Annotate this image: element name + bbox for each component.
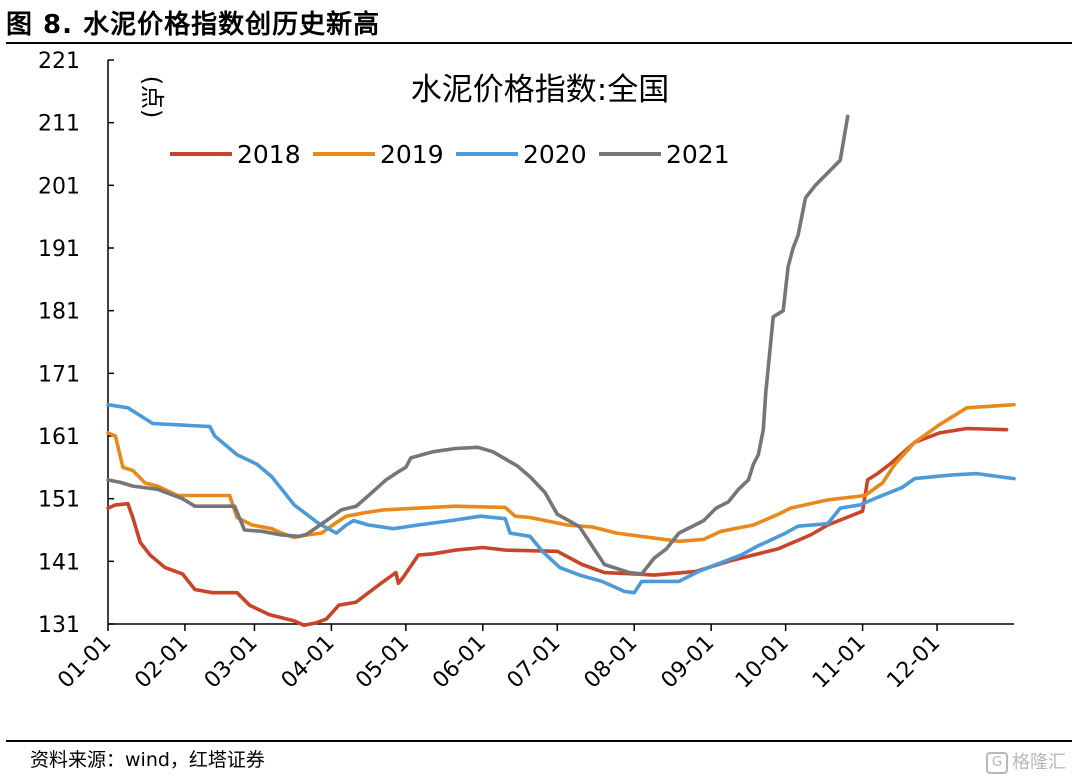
x-tick-label: 11-01 [808, 631, 871, 694]
x-tick-label: 09-01 [657, 631, 720, 694]
bottom-divider [6, 740, 1072, 742]
y-tick-label: 191 [38, 237, 80, 262]
x-tick-label: 12-01 [882, 631, 945, 694]
legend-label-2018: 2018 [237, 140, 301, 169]
x-tick-label: 01-01 [53, 631, 116, 694]
series-line-2020 [106, 402, 1016, 595]
series-line-2021 [106, 114, 850, 576]
x-tick-label: 02-01 [130, 631, 193, 694]
x-tick-label: 07-01 [503, 631, 566, 694]
watermark: G 格隆汇 [986, 748, 1066, 774]
top-divider [6, 42, 1072, 44]
line-chart: 131 141 151 161 171 181 191 201 211 221 01-01 02-01… [38, 49, 1016, 694]
y-tick-label: 141 [38, 550, 80, 575]
y-tick-label: 171 [38, 362, 80, 387]
y-tick-label: 211 [38, 112, 80, 137]
legend-label-2019: 2019 [380, 140, 444, 169]
series-line-2018 [106, 426, 1009, 628]
legend-label-2020: 2020 [523, 140, 587, 169]
watermark-text: 格隆汇 [1012, 752, 1066, 773]
x-tick-label: 04-01 [277, 631, 340, 694]
series-line-2019 [106, 402, 1016, 544]
x-tick-label: 08-01 [580, 631, 643, 694]
y-tick-label: 151 [38, 488, 80, 513]
x-tick-label: 10-01 [731, 631, 794, 694]
x-tick-label: 05-01 [351, 631, 414, 694]
chart-series [106, 114, 1016, 628]
y-tick-label: 161 [38, 425, 80, 450]
figure-title: 图 8. 水泥价格指数创历史新高 [6, 10, 381, 40]
x-tick-label: 06-01 [428, 631, 491, 694]
x-tick-label: 03-01 [200, 631, 263, 694]
source-note: 资料来源：wind，红塔证券 [30, 749, 265, 771]
chart-legend: 2018 2019 2020 2021 [170, 140, 730, 169]
legend-label-2021: 2021 [666, 140, 730, 169]
watermark-logo-icon: G [986, 752, 1008, 774]
y-tick-label: 221 [38, 49, 80, 74]
y-tick-label: 131 [38, 613, 80, 638]
y-tick-label: 181 [38, 300, 80, 325]
y-axis-label: (点) [138, 76, 166, 119]
y-tick-label: 201 [38, 174, 80, 199]
chart-title: 水泥价格指数:全国 [411, 72, 669, 108]
